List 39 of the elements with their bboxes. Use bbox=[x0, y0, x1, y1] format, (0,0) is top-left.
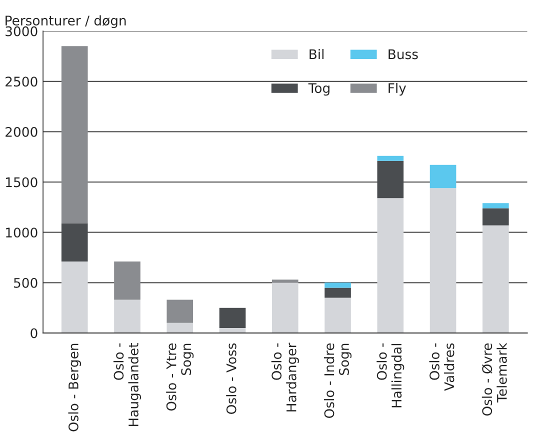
bar bbox=[324, 298, 351, 333]
legend-label: Bil bbox=[310, 48, 324, 60]
legend-label: Fly bbox=[388, 82, 406, 96]
x-tick-label: Oslo - Haugalandet bbox=[113, 343, 142, 426]
bar bbox=[61, 46, 88, 224]
y-tick-label: 0 bbox=[30, 328, 38, 338]
x-tick-label: Oslo - Voss bbox=[226, 343, 236, 414]
bar bbox=[324, 288, 351, 298]
bar bbox=[166, 300, 194, 323]
bar bbox=[114, 262, 140, 300]
bar bbox=[482, 208, 509, 226]
y-tick-label: 3000 bbox=[6, 26, 38, 36]
bar bbox=[272, 280, 298, 283]
bar bbox=[166, 322, 194, 333]
bar bbox=[482, 203, 509, 208]
x-tick-label: Oslo - Valdres bbox=[429, 343, 454, 391]
x-tick-label: Oslo - Hallingdal bbox=[376, 343, 404, 408]
bar bbox=[114, 300, 140, 333]
y-tick-label: 2000 bbox=[6, 126, 38, 137]
bar bbox=[324, 282, 351, 288]
bar bbox=[377, 198, 404, 333]
y-tick-label: 2500 bbox=[6, 76, 38, 87]
bar bbox=[430, 164, 456, 188]
bar bbox=[219, 308, 246, 328]
x-tick-label: Oslo - Indre Sogn bbox=[324, 343, 352, 418]
x-tick-label: Oslo - Ytre Sogn bbox=[166, 343, 194, 411]
y-tick-label: 1500 bbox=[6, 177, 38, 188]
bar bbox=[430, 188, 456, 333]
x-tick-label: Oslo - Bergen bbox=[68, 344, 82, 432]
bar bbox=[482, 225, 509, 333]
y-tick-label: 1000 bbox=[6, 228, 38, 238]
bar bbox=[61, 262, 88, 333]
x-tick-label: Oslo - Øvre Telemark bbox=[482, 342, 507, 416]
x-tick-label: Oslo - Hardanger bbox=[271, 342, 299, 412]
bar bbox=[272, 282, 298, 333]
bar bbox=[377, 156, 404, 161]
legend-label: Tog bbox=[308, 83, 330, 96]
legend-label: Buss bbox=[388, 49, 418, 60]
y-tick-label: 500 bbox=[14, 278, 38, 288]
